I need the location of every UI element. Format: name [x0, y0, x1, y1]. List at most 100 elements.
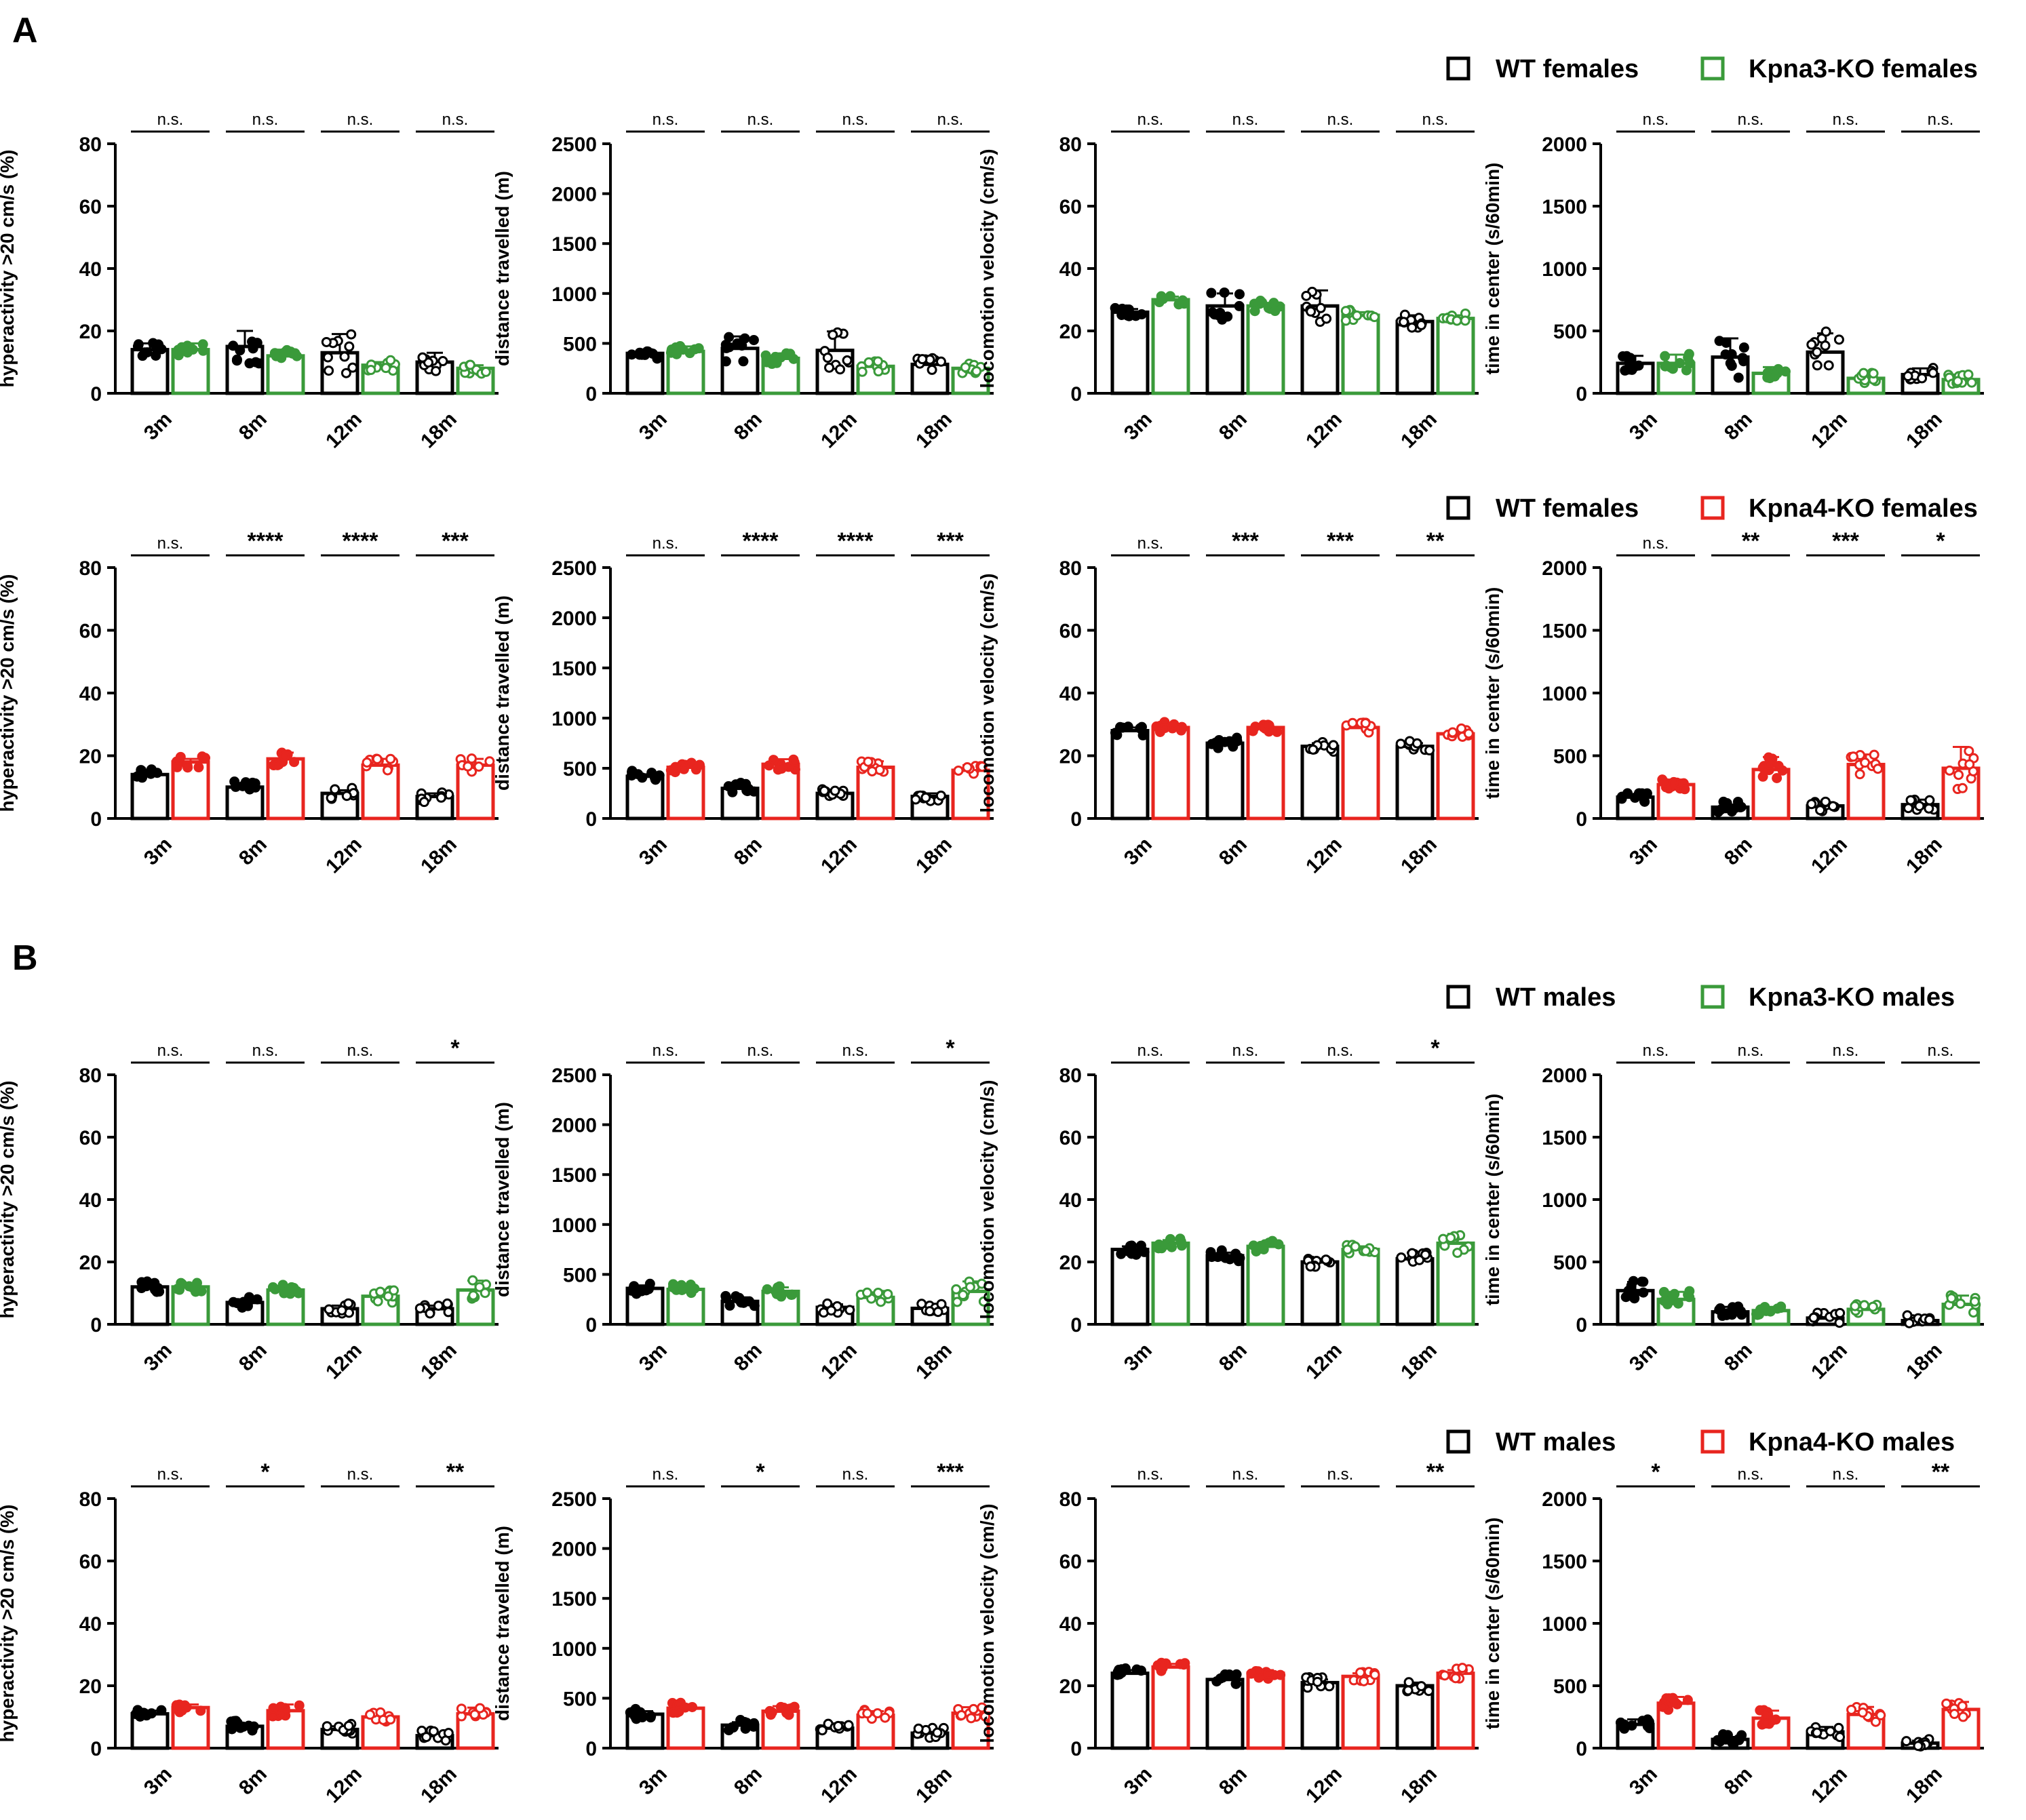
bar — [1395, 1257, 1435, 1326]
data-point — [1772, 1303, 1783, 1314]
data-point — [248, 343, 258, 354]
data-point — [1736, 1306, 1747, 1317]
y-tick-label: 60 — [1059, 1127, 1082, 1149]
significance-label: n.s. — [1327, 1465, 1354, 1484]
legend-ko-label: Kpna4-KO females — [1749, 494, 1978, 523]
bar — [1436, 1241, 1475, 1326]
x-tick-label: 8m — [730, 1339, 766, 1376]
legend-ko-swatch — [1700, 985, 1725, 1009]
data-point — [781, 1707, 792, 1718]
x-tick-label: 18m — [912, 1339, 956, 1384]
significance-label: n.s. — [1327, 1042, 1354, 1060]
y-axis-label: distance travelled (m) — [492, 1526, 513, 1721]
y-tick-label: 1500 — [551, 233, 597, 256]
x-tick-label: 12m — [817, 1339, 861, 1384]
data-point — [1355, 1667, 1366, 1678]
data-point — [1350, 1241, 1361, 1252]
data-point — [250, 778, 260, 789]
x-tick-label: 18m — [1397, 1339, 1441, 1384]
data-point — [1416, 1681, 1426, 1692]
data-point — [739, 333, 750, 344]
bar — [1246, 304, 1285, 395]
data-point — [693, 343, 704, 354]
data-point — [173, 1702, 184, 1713]
data-point — [442, 1298, 453, 1309]
bar — [1300, 745, 1340, 820]
y-tick-label: 2500 — [551, 134, 597, 156]
data-point — [1270, 306, 1281, 317]
x-tick-label: 8m — [1720, 1763, 1757, 1800]
data-point — [336, 1305, 347, 1315]
y-tick-label: 2000 — [1542, 134, 1587, 156]
x-tick-label: 18m — [1902, 1763, 1947, 1808]
data-point — [1812, 347, 1823, 357]
y-tick-label: 1000 — [551, 283, 597, 306]
data-point — [1867, 1301, 1878, 1312]
y-axis-label: hyperactivity >20 cm/s (%) — [0, 150, 18, 388]
data-point — [1661, 360, 1672, 371]
data-point — [1619, 1719, 1630, 1730]
x-tick-label: 3m — [1120, 408, 1156, 445]
data-point — [1395, 738, 1406, 749]
panel-label-a: A — [12, 11, 38, 50]
data-point — [1167, 1242, 1177, 1252]
data-point — [1173, 299, 1184, 310]
data-point — [1138, 728, 1149, 738]
chart-panel: 0 20 40 60 80 locomotion velocity (cm/s) n.s. 3… — [977, 111, 1479, 452]
data-point — [1827, 801, 1838, 812]
chart-panel: 0 20 40 60 80 locomotion velocity (cm/s) n.s. 3… — [977, 1035, 1479, 1383]
y-tick-label: 20 — [79, 1252, 102, 1274]
data-point — [269, 348, 280, 359]
data-point — [721, 1293, 732, 1304]
legend-wt-swatch — [1446, 985, 1470, 1009]
y-tick-label: 80 — [1059, 1065, 1082, 1087]
data-point — [1340, 315, 1351, 326]
data-point — [833, 1720, 844, 1731]
bar — [1151, 298, 1190, 395]
data-point — [1679, 784, 1690, 795]
data-point — [1324, 1681, 1335, 1692]
y-axis-label: locomotion velocity (cm/s) — [977, 573, 998, 812]
y-tick-label: 0 — [585, 808, 597, 831]
data-point — [175, 751, 186, 762]
y-tick-label: 80 — [1059, 557, 1082, 580]
data-point — [1452, 315, 1462, 326]
data-point — [228, 340, 239, 351]
y-tick-label: 0 — [585, 1314, 597, 1337]
data-point — [381, 363, 391, 374]
data-point — [913, 1723, 924, 1734]
data-point — [1264, 720, 1274, 731]
y-axis-label: hyperactivity >20 cm/s (%) — [0, 1081, 18, 1319]
y-tick-label: 0 — [1070, 1738, 1082, 1760]
y-axis-label: locomotion velocity (cm/s) — [977, 1503, 998, 1743]
data-point — [474, 1282, 485, 1292]
data-point — [321, 336, 332, 347]
y-tick-label: 1000 — [1542, 683, 1587, 705]
x-tick-label: 3m — [635, 833, 671, 870]
data-point — [767, 356, 778, 367]
data-point — [1854, 769, 1865, 780]
y-tick-label: 80 — [79, 1065, 102, 1087]
y-tick-label: 80 — [79, 1488, 102, 1511]
data-point — [1219, 287, 1230, 298]
bar — [1341, 313, 1380, 395]
data-point — [1850, 1301, 1861, 1311]
x-tick-label: 8m — [1215, 1339, 1251, 1376]
x-tick-label: 12m — [817, 833, 861, 878]
data-point — [1834, 1318, 1845, 1328]
charts-layer: 0 20 40 60 80 hyperactivity >20 cm/s (%) n.s. 3… — [0, 111, 1984, 1807]
y-axis-label: distance travelled (m) — [492, 1102, 513, 1297]
data-point — [749, 1718, 760, 1728]
data-point — [1873, 764, 1884, 774]
data-point — [1135, 1240, 1146, 1251]
significance-label: n.s. — [157, 1042, 184, 1060]
data-point — [421, 1732, 432, 1743]
data-point — [842, 355, 853, 366]
chart-panel: 0 20 40 60 80 locomotion velocity (cm/s) n.s. 3… — [977, 1459, 1479, 1807]
x-tick-label: 8m — [730, 833, 766, 870]
data-point — [1917, 373, 1928, 384]
data-point — [1638, 1287, 1649, 1298]
data-point — [1414, 1254, 1425, 1265]
data-point — [1715, 1303, 1726, 1314]
x-tick-label: 12m — [1302, 408, 1346, 453]
